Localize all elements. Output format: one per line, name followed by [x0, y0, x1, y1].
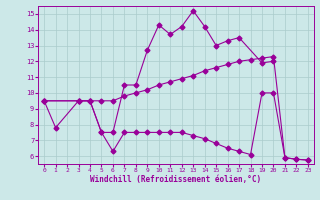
X-axis label: Windchill (Refroidissement éolien,°C): Windchill (Refroidissement éolien,°C) [91, 175, 261, 184]
